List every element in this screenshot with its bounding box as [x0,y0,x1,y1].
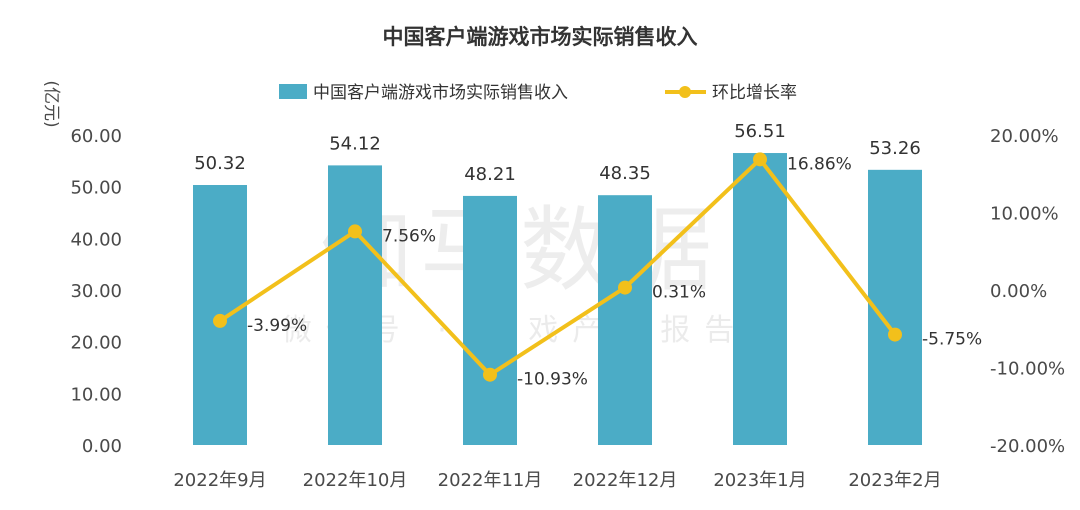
x-tick-label: 2022年9月 [173,470,266,491]
bar-value-label: 54.12 [329,133,381,154]
y-left-tick-label: 30.00 [70,281,122,302]
legend-bar-swatch [279,84,307,99]
bar-data-labels: 50.32 54.12 48.21 48.35 56.51 53.26 [194,121,921,185]
y-left-tick-label: 50.00 [70,178,122,199]
bar-value-label: 50.32 [194,153,246,174]
legend-line-marker [679,86,691,98]
x-tick-label: 2023年2月 [848,470,941,491]
growth-rate-point [483,367,497,382]
bar [328,165,382,445]
growth-rate-point [348,224,362,239]
legend-bar-label: 中国客户端游戏市场实际销售收入 [313,83,568,103]
bar-value-label: 56.51 [734,121,786,142]
bar [868,169,922,445]
y-left-tick-label: 60.00 [70,126,122,147]
growth-rate-point [888,327,902,342]
bar-series [193,153,922,445]
y-left-tick-label: 10.00 [70,384,122,405]
y-right-tick-label: -10.00% [990,359,1065,380]
y-right-tick-label: 10.00% [990,204,1059,225]
growth-rate-point [618,280,632,295]
growth-rate-label: -10.93% [517,370,588,390]
x-tick-label: 2023年1月 [713,470,806,491]
bar [733,153,787,445]
y-right-tick-label: 0.00% [990,281,1047,302]
y-left-tick-label: 0.00 [82,436,122,457]
bar-value-label: 48.35 [599,163,651,184]
growth-rate-point [213,313,227,328]
y-right-tick-label: 20.00% [990,126,1059,147]
y-left-tick-label: 40.00 [70,229,122,250]
growth-rate-label: -3.99% [247,316,307,336]
growth-rate-label: -5.75% [922,330,982,350]
x-tick-label: 2022年11月 [438,470,543,491]
x-axis: 2022年9月 2022年10月 2022年11月 2022年12月 2023年1月 20… [173,470,941,491]
chart-title: 中国客户端游戏市场实际销售收入 [383,25,698,49]
line-data-labels: -3.99% 7.56% -10.93% 0.31% 16.86% -5.75% [247,154,982,389]
bar-value-label: 53.26 [869,138,921,159]
y-left-tick-label: 20.00 [70,333,122,354]
y-axis-right: -20.00% -10.00% 0.00% 10.00% 20.00% [990,126,1065,457]
growth-rate-label: 0.31% [652,283,706,303]
growth-rate-label: 7.56% [382,226,436,246]
y-right-tick-label: -20.00% [990,436,1065,457]
y-axis-left: 0.00 10.00 20.00 30.00 40.00 50.00 60.00 [70,126,122,457]
bar [463,195,517,445]
bar [598,195,652,445]
y-axis-unit: (亿元) [41,80,61,127]
growth-rate-point [753,152,767,167]
x-tick-label: 2022年12月 [573,470,678,491]
growth-rate-label: 16.86% [787,154,852,174]
line-series [213,152,902,382]
legend-line-label: 环比增长率 [712,83,797,103]
bar-value-label: 48.21 [464,164,516,185]
legend: 中国客户端游戏市场实际销售收入 环比增长率 [279,83,797,103]
x-tick-label: 2022年10月 [303,470,408,491]
growth-rate-line [218,157,897,377]
